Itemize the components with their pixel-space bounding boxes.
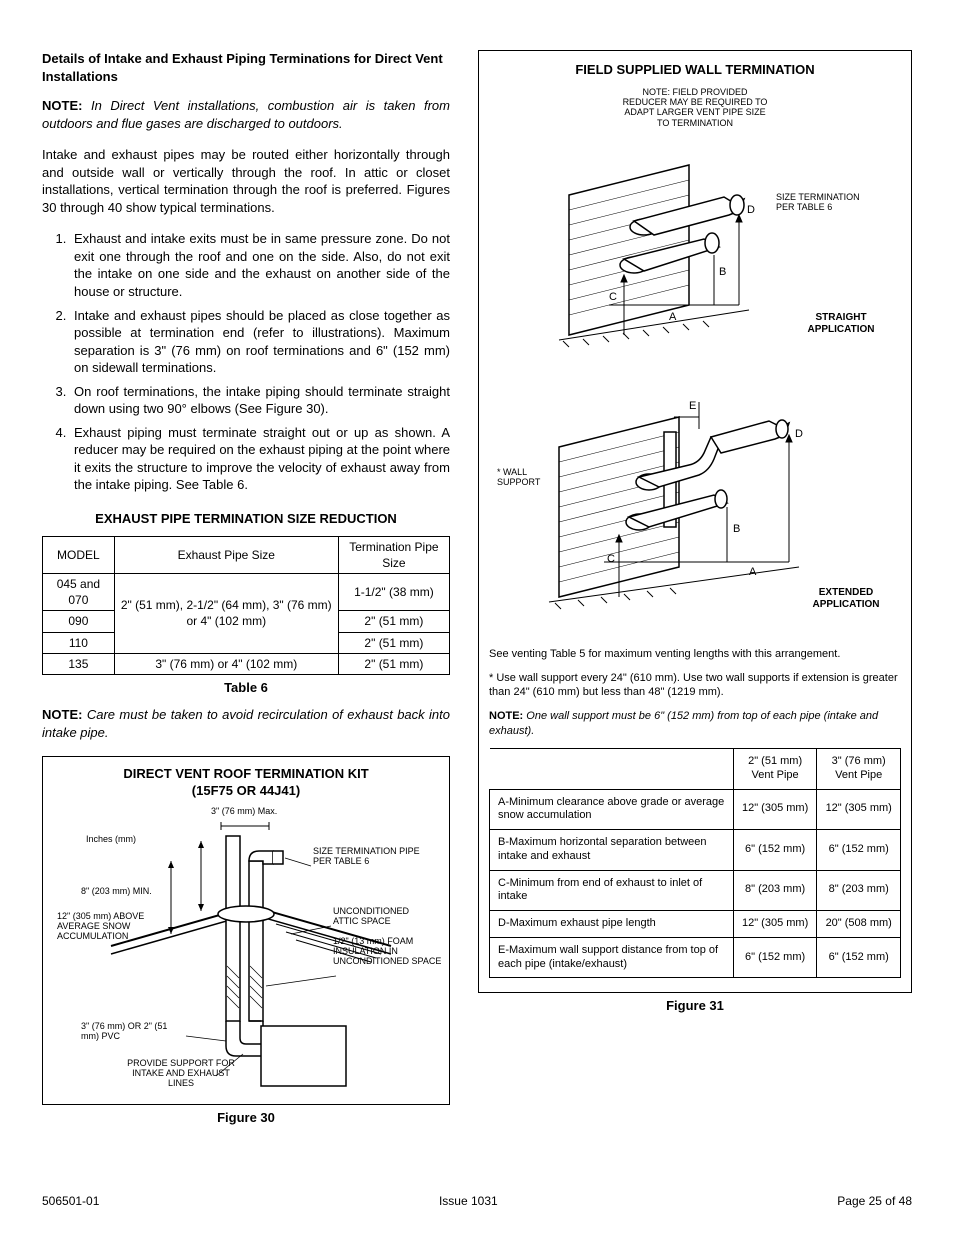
svg-text:A: A (749, 566, 757, 578)
svg-text:D: D (795, 428, 803, 440)
table-cell: 2" (51 mm) (338, 653, 449, 674)
table-cell: A-Minimum clearance above grade or avera… (490, 789, 734, 830)
reducer-note: NOTE: FIELD PROVIDED REDUCER MAY BE REQU… (620, 87, 770, 128)
table-cell: 8" (203 mm) (817, 870, 901, 911)
fig30-label-size-term: SIZE TERMINATION PIPE PER TABLE 6 (313, 846, 423, 867)
label-extended-application: EXTENDED APPLICATION (796, 587, 896, 611)
svg-text:C: C (609, 291, 617, 303)
table-cell: 6" (152 mm) (733, 830, 817, 871)
figure30-title-line2: (15F75 OR 44J41) (192, 783, 300, 798)
table-cell: 2" (51 mm) (338, 611, 449, 632)
requirements-list: Exhaust and intake exits must be in same… (42, 230, 450, 494)
table-cell: 12" (305 mm) (733, 911, 817, 938)
table-cell: 110 (43, 632, 115, 653)
table-cell: 20" (508 mm) (817, 911, 901, 938)
figure-31-box: FIELD SUPPLIED WALL TERMINATION NOTE: FI… (478, 50, 912, 993)
table6-caption: Table 6 (42, 679, 450, 697)
figure-30-box: DIRECT VENT ROOF TERMINATION KIT (15F75 … (42, 756, 450, 1105)
figure30-title: DIRECT VENT ROOF TERMINATION KIT (15F75 … (51, 765, 441, 800)
note-label: NOTE: (42, 98, 82, 113)
svg-text:E: E (689, 400, 696, 412)
list-item: Intake and exhaust pipes should be place… (70, 307, 450, 377)
wall-support-note: * Use wall support every 24" (610 mm). U… (489, 671, 901, 700)
svg-text:C: C (607, 553, 615, 565)
table-cell: 12" (305 mm) (817, 789, 901, 830)
table-cell: 2" (51 mm), 2-1/2" (64 mm), 3" (76 mm) o… (114, 573, 338, 653)
list-item: Exhaust piping must terminate straight o… (70, 424, 450, 494)
page-footer: 506501-01 Issue 1031 Page 25 of 48 (42, 1193, 912, 1209)
note-1: NOTE: In Direct Vent installations, comb… (42, 97, 450, 132)
note-2: NOTE: Care must be taken to avoid recirc… (42, 706, 450, 741)
table-header: MODEL (43, 536, 115, 573)
svg-text:B: B (719, 266, 726, 278)
note-body: In Direct Vent installations, combustion… (42, 98, 450, 131)
table6-title: EXHAUST PIPE TERMINATION SIZE REDUCTION (42, 510, 450, 528)
list-item: Exhaust and intake exits must be in same… (70, 230, 450, 300)
svg-text:B: B (733, 523, 740, 535)
table-cell: 090 (43, 611, 115, 632)
fig30-label-support: PROVIDE SUPPORT FOR INTAKE AND EXHAUST L… (121, 1058, 241, 1089)
fig30-label-attic: UNCONDITIONED ATTIC SPACE (333, 906, 433, 927)
paragraph-routing: Intake and exhaust pipes may be routed e… (42, 146, 450, 216)
dimension-table: 2" (51 mm) Vent Pipe 3" (76 mm) Vent Pip… (489, 748, 901, 978)
table-header: 3" (76 mm) Vent Pipe (817, 749, 901, 790)
fig30-label-8in: 8" (203 mm) MIN. (81, 886, 152, 896)
fig30-label-foam: 1/2" (13 mm) FOAM INSULATION IN UNCONDIT… (333, 936, 443, 967)
fig30-label-12in: 12" (305 mm) ABOVE AVERAGE SNOW ACCUMULA… (57, 911, 162, 942)
note-3: NOTE: One wall support must be 6" (152 m… (489, 709, 901, 738)
table-cell: 045 and 070 (43, 573, 115, 610)
table-cell: D-Maximum exhaust pipe length (490, 911, 734, 938)
table-cell: 135 (43, 653, 115, 674)
fig30-label-pvc: 3" (76 mm) OR 2" (51 mm) PVC (81, 1021, 176, 1042)
table-header: 2" (51 mm) Vent Pipe (733, 749, 817, 790)
table-6: MODEL Exhaust Pipe Size Termination Pipe… (42, 536, 450, 675)
table-header: Exhaust Pipe Size (114, 536, 338, 573)
see-venting-note: See venting Table 5 for maximum venting … (489, 647, 901, 661)
table-cell: B-Maximum horizontal separation between … (490, 830, 734, 871)
right-box-title: FIELD SUPPLIED WALL TERMINATION (489, 61, 901, 79)
figure30-caption: Figure 30 (42, 1109, 450, 1127)
table-cell: 6" (152 mm) (817, 937, 901, 978)
straight-application-diagram-icon: D B A C (489, 155, 889, 375)
fig30-label-inches: Inches (mm) (86, 834, 136, 844)
table-cell: 1-1/2" (38 mm) (338, 573, 449, 610)
figure31-caption: Figure 31 (478, 997, 912, 1015)
note-body: Care must be taken to avoid recirculatio… (42, 707, 450, 740)
section-heading: Details of Intake and Exhaust Piping Ter… (42, 50, 450, 85)
table-cell: 6" (152 mm) (817, 830, 901, 871)
footer-issue: Issue 1031 (439, 1193, 498, 1209)
table-cell: 3" (76 mm) or 4" (102 mm) (114, 653, 338, 674)
table-cell: C-Minimum from end of exhaust to inlet o… (490, 870, 734, 911)
note-body: One wall support must be 6" (152 mm) fro… (489, 710, 878, 736)
table-cell: E-Maximum wall support distance from top… (490, 937, 734, 978)
table-cell: 6" (152 mm) (733, 937, 817, 978)
fig30-label-top: 3" (76 mm) Max. (211, 806, 277, 816)
footer-page-number: Page 25 of 48 (837, 1193, 912, 1209)
label-size-termination: SIZE TERMINATION PER TABLE 6 (776, 192, 876, 213)
figure30-title-line1: DIRECT VENT ROOF TERMINATION KIT (123, 766, 368, 781)
table-cell: 2" (51 mm) (338, 632, 449, 653)
note-label: NOTE: (42, 707, 82, 722)
list-item: On roof terminations, the intake piping … (70, 383, 450, 418)
table-cell: 12" (305 mm) (733, 789, 817, 830)
table-cell: 8" (203 mm) (733, 870, 817, 911)
label-straight-application: STRAIGHT APPLICATION (791, 312, 891, 336)
svg-text:D: D (747, 204, 755, 216)
table-header: Termination Pipe Size (338, 536, 449, 573)
label-wall-support: * WALL SUPPORT (497, 467, 557, 488)
footer-doc-number: 506501-01 (42, 1193, 99, 1209)
note-label: NOTE: (489, 710, 523, 722)
